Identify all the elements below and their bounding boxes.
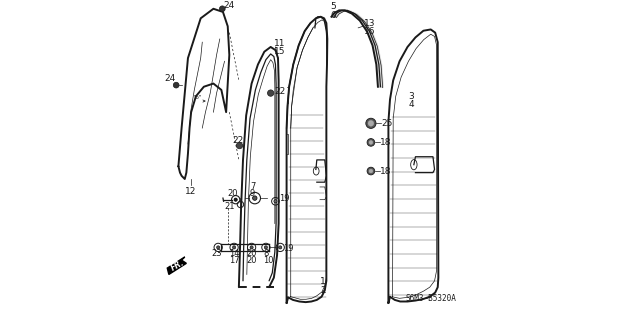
Text: 20: 20: [247, 256, 257, 265]
Text: 4: 4: [408, 100, 414, 109]
Circle shape: [216, 246, 220, 249]
Text: 8: 8: [264, 249, 269, 258]
Text: FR.: FR.: [169, 258, 186, 273]
Circle shape: [232, 246, 236, 249]
Text: 13: 13: [364, 19, 376, 27]
Text: 18: 18: [380, 167, 392, 175]
Circle shape: [367, 138, 375, 146]
Polygon shape: [167, 257, 186, 274]
Circle shape: [368, 121, 374, 126]
Circle shape: [369, 169, 373, 173]
Circle shape: [366, 118, 376, 129]
Text: 6: 6: [330, 11, 336, 20]
Text: 2: 2: [320, 286, 326, 295]
Circle shape: [274, 200, 277, 203]
Circle shape: [253, 196, 257, 200]
Text: 14: 14: [229, 249, 240, 258]
Text: 17: 17: [229, 256, 240, 265]
Circle shape: [173, 82, 179, 88]
Text: 7: 7: [250, 182, 255, 191]
Text: 12: 12: [185, 187, 196, 196]
Text: 21: 21: [225, 202, 235, 211]
Text: 24: 24: [164, 74, 176, 83]
Text: 19: 19: [284, 244, 294, 254]
Text: S6M3−B5320A: S6M3−B5320A: [406, 294, 457, 303]
Text: 22: 22: [275, 87, 286, 96]
Text: 3: 3: [408, 92, 414, 101]
Text: 15: 15: [274, 47, 285, 56]
Text: 20: 20: [228, 189, 238, 198]
Text: 20: 20: [247, 249, 257, 258]
Circle shape: [236, 142, 243, 149]
Circle shape: [250, 246, 253, 249]
Circle shape: [268, 90, 274, 96]
Text: 11: 11: [274, 39, 285, 48]
Text: 10: 10: [263, 256, 273, 265]
Text: 25: 25: [381, 119, 393, 128]
Circle shape: [369, 140, 373, 144]
Text: 23: 23: [212, 249, 223, 258]
Circle shape: [367, 167, 375, 175]
Text: 18: 18: [380, 138, 392, 147]
Text: 19: 19: [279, 194, 290, 203]
Circle shape: [264, 246, 268, 249]
Text: 22: 22: [232, 136, 244, 145]
Circle shape: [278, 246, 282, 249]
Text: "o": "o": [193, 95, 202, 100]
Text: 9: 9: [250, 189, 255, 198]
Text: 1: 1: [320, 277, 326, 286]
Circle shape: [234, 198, 237, 201]
Text: 5: 5: [330, 2, 336, 11]
Circle shape: [220, 6, 225, 11]
Text: 16: 16: [364, 26, 376, 35]
Text: 24: 24: [223, 1, 235, 10]
